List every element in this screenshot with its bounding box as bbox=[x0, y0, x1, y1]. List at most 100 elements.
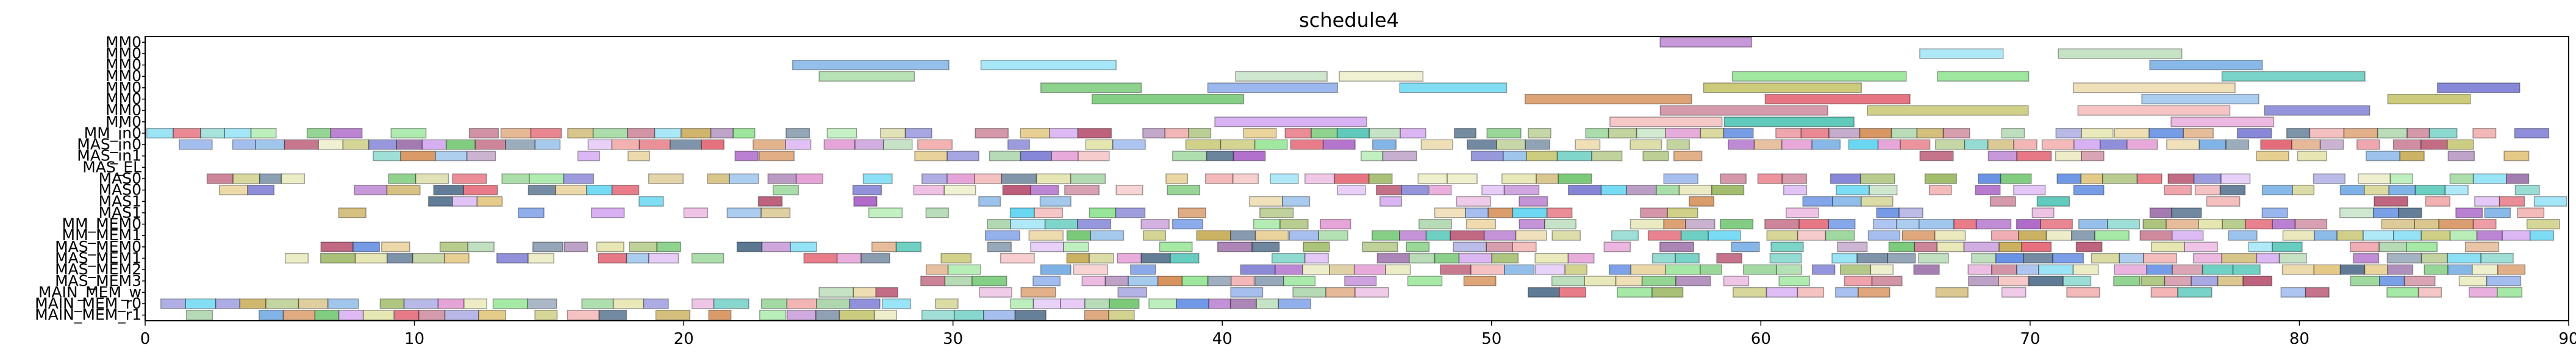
schedule-bar bbox=[1303, 241, 1330, 252]
y-axis-labels: MM0MM0MM0MM0MM0MM0MM0MM0MM_in0MAS_in0MAS… bbox=[35, 33, 145, 324]
schedule-bar bbox=[1108, 310, 1135, 321]
schedule-bar bbox=[478, 310, 506, 321]
schedule-bar bbox=[710, 127, 734, 139]
y-tick-label: MAS1 bbox=[99, 192, 141, 210]
schedule-bar bbox=[2388, 185, 2416, 196]
schedule-bar bbox=[2486, 276, 2522, 287]
schedule-bar bbox=[1379, 196, 1402, 207]
schedule-bar bbox=[1002, 185, 1031, 196]
schedule-bar bbox=[1665, 264, 1701, 275]
schedule-bar bbox=[2193, 173, 2222, 184]
schedule-bar bbox=[2056, 173, 2082, 184]
schedule-bar bbox=[681, 127, 712, 139]
schedule-bar bbox=[1630, 264, 1667, 275]
schedule-bar bbox=[1465, 218, 1496, 230]
schedule-bar bbox=[1159, 241, 1193, 252]
schedule-bar bbox=[1919, 48, 2004, 59]
schedule-bar bbox=[1753, 139, 1783, 150]
schedule-bar bbox=[2314, 230, 2338, 241]
schedule-bar bbox=[2228, 230, 2258, 241]
schedule-bar bbox=[2358, 173, 2391, 184]
schedule-bar bbox=[656, 241, 681, 252]
schedule-bar bbox=[1181, 276, 1209, 287]
schedule-bar bbox=[987, 241, 1012, 252]
schedule-bar bbox=[2041, 139, 2075, 150]
schedule-bar bbox=[1483, 230, 1517, 241]
schedule-bar bbox=[940, 252, 972, 264]
schedule-bar bbox=[2309, 127, 2345, 139]
schedule-bar bbox=[839, 310, 875, 321]
schedule-bar bbox=[555, 185, 587, 196]
schedule-bar bbox=[2198, 218, 2223, 230]
schedule-bar bbox=[2406, 127, 2430, 139]
schedule-bar bbox=[881, 298, 911, 309]
schedule-bar bbox=[2353, 252, 2380, 264]
schedule-bar bbox=[2399, 151, 2425, 162]
schedule-bar bbox=[160, 298, 186, 309]
schedule-bar bbox=[1800, 127, 1830, 139]
schedule-bar bbox=[1030, 185, 1059, 196]
schedule-bar bbox=[1837, 241, 1868, 252]
schedule-bar bbox=[2514, 185, 2540, 196]
schedule-bar bbox=[1567, 252, 1595, 264]
y-tick-label: MM0 bbox=[106, 67, 141, 85]
schedule-bar bbox=[2529, 230, 2555, 241]
schedule-bar bbox=[729, 173, 759, 184]
schedule-bar bbox=[1503, 185, 1540, 196]
schedule-bar bbox=[2339, 207, 2374, 218]
schedule-bar bbox=[1376, 252, 1410, 264]
schedule-bar bbox=[320, 241, 354, 252]
schedule-bar bbox=[496, 252, 529, 264]
schedule-bar bbox=[1840, 264, 1872, 275]
schedule-bar bbox=[2016, 151, 2052, 162]
schedule-bar bbox=[1176, 298, 1209, 309]
schedule-bar bbox=[1376, 185, 1402, 196]
schedule-bar bbox=[2022, 252, 2053, 264]
schedule-bar bbox=[895, 241, 922, 252]
schedule-bar bbox=[1700, 264, 1722, 275]
schedule-bar bbox=[586, 185, 613, 196]
schedule-bar bbox=[1425, 230, 1451, 241]
schedule-bar bbox=[1935, 287, 1969, 298]
schedule-bar bbox=[2497, 287, 2523, 298]
schedule-bar bbox=[146, 127, 174, 139]
y-tick-label: MM_in0 bbox=[84, 124, 141, 141]
schedule-bar bbox=[1318, 230, 1348, 241]
schedule-bar bbox=[1987, 139, 2014, 150]
schedule-bar bbox=[2281, 264, 2315, 275]
schedule-bar bbox=[853, 287, 877, 298]
schedule-bar bbox=[2472, 127, 2497, 139]
schedule-bar bbox=[2018, 230, 2047, 241]
y-tick-label: MAS1 bbox=[99, 204, 141, 221]
schedule-bar bbox=[1900, 139, 1931, 150]
schedule-bar bbox=[1934, 230, 1966, 241]
schedule-bar bbox=[767, 173, 797, 184]
schedule-bar bbox=[1089, 207, 1117, 218]
schedule-bar bbox=[1667, 207, 1698, 218]
schedule-bar bbox=[1078, 151, 1110, 162]
schedule-bar bbox=[352, 241, 381, 252]
schedule-bar bbox=[2164, 276, 2192, 287]
schedule-bar bbox=[2472, 218, 2497, 230]
schedule-bar bbox=[785, 127, 810, 139]
schedule-bar bbox=[338, 310, 364, 321]
schedule-bar bbox=[1812, 264, 1836, 275]
schedule-bar bbox=[1731, 71, 1907, 82]
schedule-bar bbox=[920, 276, 946, 287]
schedule-bar bbox=[2278, 252, 2307, 264]
schedule-bar bbox=[2447, 252, 2481, 264]
schedule-bar bbox=[1334, 173, 1370, 184]
schedule-bar bbox=[795, 173, 823, 184]
schedule-bar bbox=[1185, 139, 1222, 150]
schedule-bar bbox=[1828, 218, 1856, 230]
schedule-bar bbox=[627, 127, 656, 139]
schedule-bar bbox=[1230, 276, 1255, 287]
schedule-bar bbox=[1935, 139, 1966, 150]
schedule-bar bbox=[206, 173, 234, 184]
schedule-bar bbox=[1575, 139, 1601, 150]
schedule-bar bbox=[2170, 116, 2275, 127]
schedule-bar bbox=[654, 127, 682, 139]
schedule-bar bbox=[1918, 252, 1949, 264]
schedule-bar bbox=[2107, 218, 2141, 230]
schedule-bar bbox=[354, 185, 388, 196]
